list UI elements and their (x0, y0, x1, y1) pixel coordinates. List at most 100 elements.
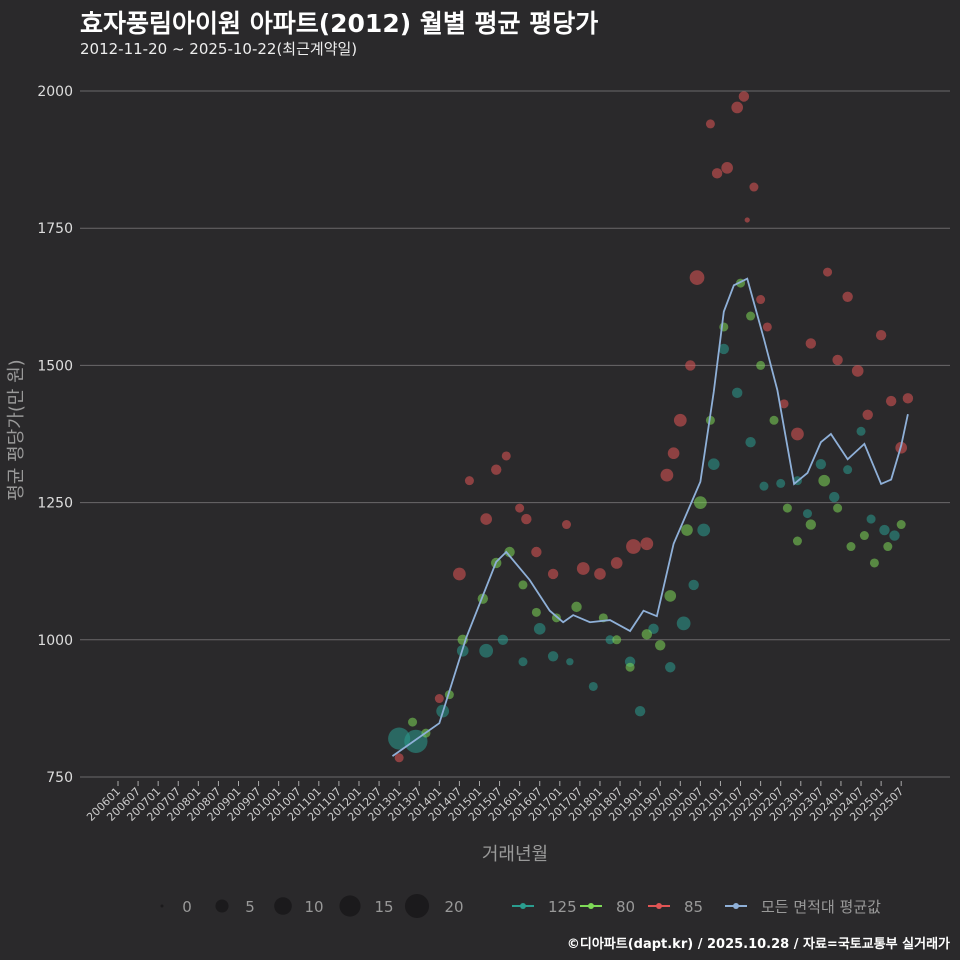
data-point-85 (744, 217, 750, 223)
data-point-80 (504, 546, 515, 558)
y-axis-title: 평균 평당가(만 원) (6, 359, 27, 500)
data-point-85 (875, 330, 887, 341)
data-point-85 (464, 476, 474, 486)
data-point-125 (676, 616, 691, 631)
size-legend-label: 15 (374, 898, 393, 916)
data-point-80 (518, 580, 528, 590)
data-point-125 (856, 426, 866, 436)
data-point-125 (634, 705, 646, 717)
data-point-125 (518, 657, 528, 667)
data-point-85 (791, 427, 804, 441)
legend-marker-125 (520, 903, 526, 909)
data-point-125 (745, 437, 756, 448)
data-point-80 (681, 524, 693, 536)
data-point-85 (805, 338, 817, 349)
data-point-125 (843, 465, 853, 475)
data-point-85 (862, 409, 873, 420)
data-point-85 (491, 464, 502, 475)
data-point-125 (776, 478, 786, 488)
data-point-85 (434, 694, 444, 704)
data-point-85 (685, 360, 696, 371)
data-point-80 (746, 311, 756, 321)
data-point-80 (818, 474, 831, 487)
data-point-125 (479, 643, 494, 658)
data-point-85 (480, 513, 492, 525)
data-point-125 (497, 634, 509, 645)
size-legend-circle (160, 904, 164, 908)
data-point-80 (571, 601, 582, 613)
data-point-125 (718, 343, 730, 355)
data-point-85 (453, 567, 466, 581)
y-tick-label: 750 (46, 770, 73, 786)
data-point-125 (889, 530, 900, 541)
data-point-80 (846, 542, 856, 552)
size-legend-circle (215, 899, 229, 913)
data-point-85 (756, 295, 766, 305)
data-point-80 (833, 503, 843, 513)
credit: ©디아파트(dapt.kr) / 2025.10.28 / 자료=국토교통부 실… (566, 937, 950, 952)
data-point-125 (731, 387, 743, 399)
data-point-125 (533, 623, 546, 635)
data-point-85 (689, 270, 705, 285)
data-point-80 (859, 531, 869, 541)
size-legend-circle (339, 895, 361, 917)
data-point-85 (823, 267, 833, 277)
x-axis-title: 거래년월 (482, 844, 548, 865)
data-point-85 (561, 520, 572, 530)
legend-label-125: 125 (548, 898, 577, 916)
data-point-125 (665, 662, 676, 673)
y-tick-label: 1500 (37, 358, 73, 374)
data-point-85 (738, 91, 750, 102)
data-point-85 (521, 513, 532, 525)
data-point-85 (667, 447, 680, 460)
average-line (391, 277, 909, 757)
legend-marker-avg (733, 903, 739, 909)
y-tick-label: 1250 (37, 496, 73, 512)
data-point-125 (802, 509, 812, 519)
size-legend-circle (274, 897, 292, 915)
legend-label-80: 80 (616, 898, 635, 916)
data-point-125 (547, 651, 559, 662)
data-point-85 (531, 546, 542, 558)
data-point-80 (869, 558, 879, 568)
data-point-125 (605, 635, 615, 645)
data-point-85 (515, 503, 525, 513)
data-point-125 (566, 658, 574, 666)
data-point-80 (612, 635, 622, 645)
data-point-85 (576, 562, 590, 575)
data-point-85 (705, 119, 715, 129)
data-point-85 (832, 354, 843, 366)
data-point-80 (883, 542, 893, 552)
data-point-125 (815, 458, 827, 470)
data-point-80 (641, 629, 653, 640)
y-tick-label: 2000 (37, 84, 73, 100)
chart-title: 효자풍림아이원 아파트(2012) 월별 평균 평당가 (80, 9, 599, 38)
data-point-80 (896, 520, 906, 530)
data-point-80 (531, 607, 541, 617)
data-point-85 (673, 413, 687, 427)
data-point-80 (782, 503, 792, 513)
data-point-85 (731, 101, 744, 114)
data-point-85 (779, 399, 789, 409)
data-point-80 (664, 590, 677, 602)
data-point-85 (885, 395, 897, 407)
data-point-125 (588, 681, 598, 691)
data-point-85 (501, 451, 511, 461)
data-point-85 (762, 322, 772, 332)
data-point-85 (842, 291, 853, 302)
data-point-80 (769, 415, 779, 425)
data-point-125 (688, 579, 699, 591)
data-point-125 (707, 458, 720, 470)
legend-label-avg: 모든 면적대 평균값 (761, 898, 881, 916)
size-legend-label: 5 (245, 898, 255, 916)
data-point-85 (610, 557, 623, 569)
data-point-80 (756, 360, 766, 370)
size-legend-label: 20 (444, 898, 463, 916)
data-point-85 (902, 393, 914, 404)
data-point-85 (594, 568, 606, 580)
data-point-125 (879, 524, 890, 536)
data-point-85 (660, 468, 674, 482)
y-tick-label: 1750 (37, 221, 73, 237)
data-point-85 (626, 539, 641, 554)
data-point-85 (640, 537, 654, 551)
